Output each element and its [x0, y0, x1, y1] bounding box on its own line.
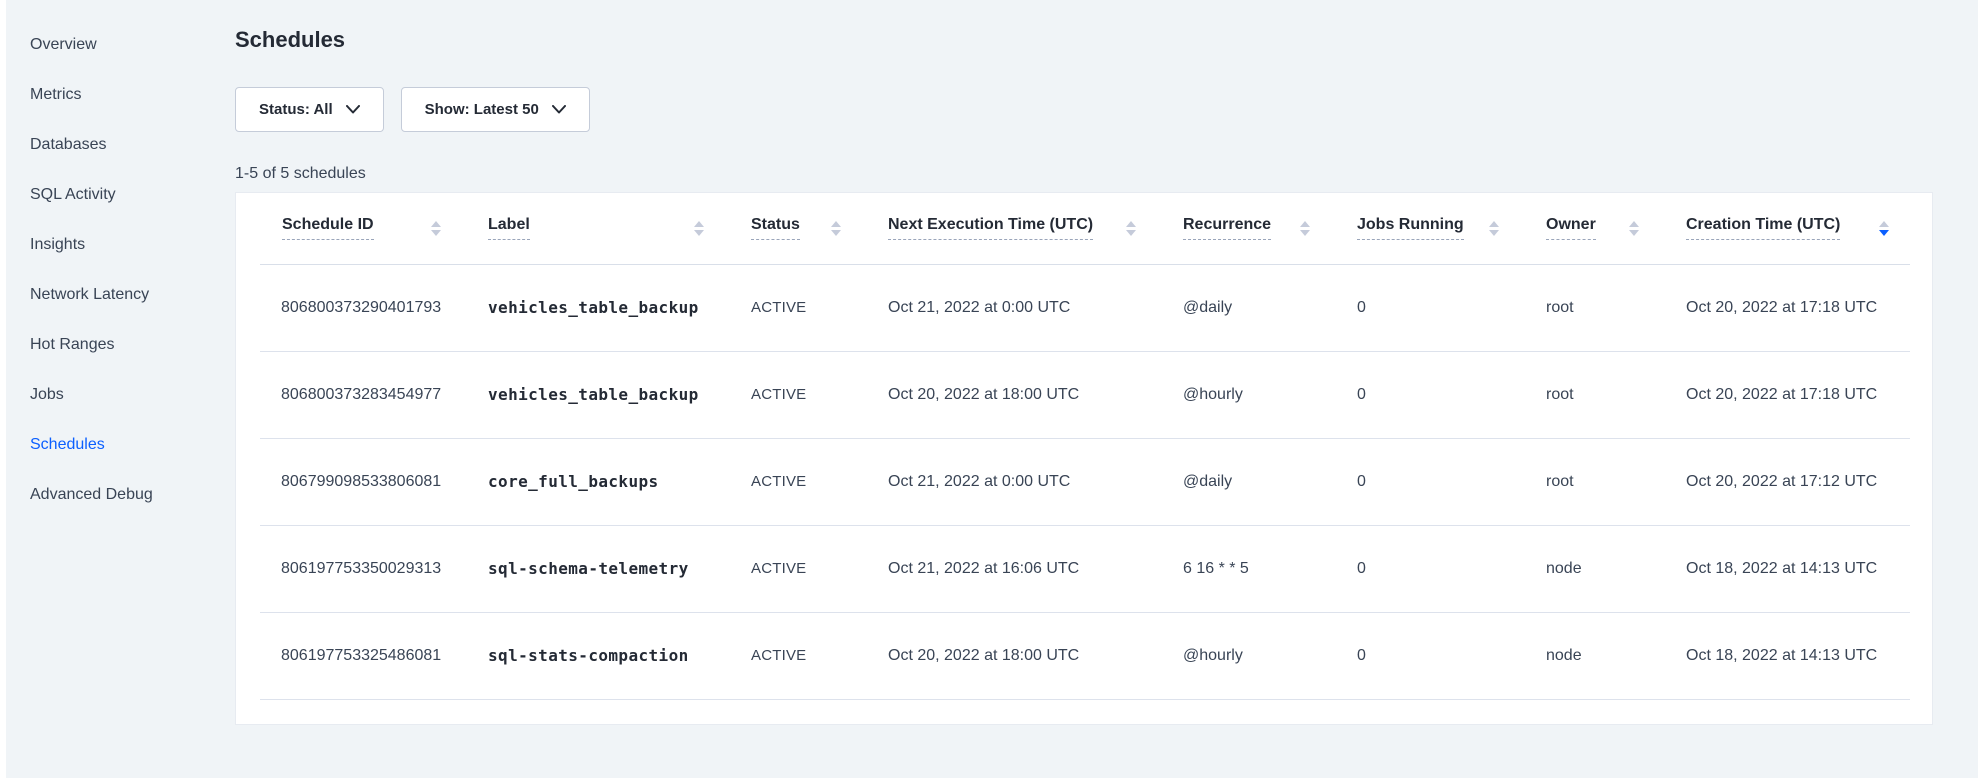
chevron-down-icon [551, 105, 566, 114]
status-filter-dropdown[interactable]: Status: All [235, 87, 384, 132]
cell-next-execution: Oct 21, 2022 at 0:00 UTC [887, 264, 1182, 352]
cell-creation-time: Oct 18, 2022 at 14:13 UTC [1685, 525, 1910, 613]
cell-label: vehicles_table_backup [487, 264, 750, 352]
sidebar-item-jobs[interactable]: Jobs [30, 386, 64, 403]
sort-icon[interactable] [694, 220, 704, 236]
sidebar-item-schedules[interactable]: Schedules [30, 436, 105, 453]
sidebar-item-overview[interactable]: Overview [30, 36, 97, 53]
cell-jobs-running: 0 [1356, 438, 1545, 526]
cell-schedule-id: 806800373283454977 [260, 351, 487, 439]
cell-schedule-id: 806800373290401793 [260, 264, 487, 352]
cell-owner: node [1545, 525, 1685, 613]
results-summary: 1-5 of 5 schedules [235, 165, 366, 182]
filter-bar: Status: All Show: Latest 50 [235, 87, 1933, 132]
table-row: 806197753350029313 sql-schema-telemetry … [260, 525, 1910, 613]
cell-recurrence: @hourly [1182, 612, 1356, 700]
cell-owner: root [1545, 264, 1685, 352]
column-header-recurrence[interactable]: Recurrence [1182, 193, 1356, 265]
cell-creation-time: Oct 20, 2022 at 17:12 UTC [1685, 438, 1910, 526]
cell-jobs-running: 0 [1356, 264, 1545, 352]
cell-recurrence: @hourly [1182, 351, 1356, 439]
show-latest-label: Show: Latest 50 [424, 101, 539, 118]
sidebar: Overview Metrics Databases SQL Activity … [6, 0, 235, 520]
sidebar-item-insights[interactable]: Insights [30, 236, 86, 253]
cell-creation-time: Oct 20, 2022 at 17:18 UTC [1685, 351, 1910, 439]
cell-status: ACTIVE [750, 351, 887, 439]
cell-status: ACTIVE [750, 264, 887, 352]
cell-next-execution: Oct 21, 2022 at 16:06 UTC [887, 525, 1182, 613]
column-header-schedule-id[interactable]: Schedule ID [260, 193, 487, 265]
sort-icon[interactable] [1629, 220, 1639, 236]
cell-jobs-running: 0 [1356, 612, 1545, 700]
table-row: 806799098533806081 core_full_backups ACT… [260, 438, 1910, 526]
column-header-status[interactable]: Status [750, 193, 887, 265]
sidebar-item-advanced-debug[interactable]: Advanced Debug [30, 486, 153, 503]
sidebar-item-databases[interactable]: Databases [30, 136, 107, 153]
page-title: Schedules [235, 27, 346, 52]
column-label: Label [488, 216, 530, 241]
cell-next-execution: Oct 20, 2022 at 18:00 UTC [887, 351, 1182, 439]
column-header-owner[interactable]: Owner [1545, 193, 1685, 265]
cell-jobs-running: 0 [1356, 351, 1545, 439]
cell-owner: root [1545, 438, 1685, 526]
column-header-label[interactable]: Label [487, 193, 750, 265]
column-header-jobs-running[interactable]: Jobs Running [1356, 193, 1545, 265]
sort-icon[interactable] [1300, 220, 1310, 236]
chevron-down-icon [345, 105, 360, 114]
status-filter-label: Status: All [259, 101, 333, 118]
column-label: Schedule ID [282, 216, 374, 241]
schedules-table: Schedule ID Label Status [260, 193, 1910, 700]
cell-recurrence: 6 16 * * 5 [1182, 525, 1356, 613]
table-row: 806197753325486081 sql-stats-compaction … [260, 612, 1910, 700]
cell-schedule-id: 806197753350029313 [260, 525, 487, 613]
cell-status: ACTIVE [750, 525, 887, 613]
sidebar-item-hot-ranges[interactable]: Hot Ranges [30, 336, 115, 353]
sort-icon-active-desc[interactable] [1879, 220, 1889, 236]
cell-recurrence: @daily [1182, 438, 1356, 526]
table-row: 806800373283454977 vehicles_table_backup… [260, 351, 1910, 439]
sort-icon[interactable] [831, 220, 841, 236]
column-label: Next Execution Time (UTC) [888, 216, 1094, 241]
main-content: Schedules Status: All Show: Latest 50 1-… [235, 0, 1933, 725]
column-header-creation-time[interactable]: Creation Time (UTC) [1685, 193, 1910, 265]
cell-recurrence: @daily [1182, 264, 1356, 352]
sort-icon[interactable] [1126, 220, 1136, 236]
cell-label: core_full_backups [487, 438, 750, 526]
cell-label: sql-schema-telemetry [487, 525, 750, 613]
sidebar-item-metrics[interactable]: Metrics [30, 86, 82, 103]
sidebar-item-network-latency[interactable]: Network Latency [30, 286, 150, 303]
sidebar-item-sql-activity[interactable]: SQL Activity [30, 186, 116, 203]
column-label: Jobs Running [1357, 216, 1464, 241]
column-label: Recurrence [1183, 216, 1272, 241]
cell-schedule-id: 806197753325486081 [260, 612, 487, 700]
cell-label: sql-stats-compaction [487, 612, 750, 700]
column-header-next-execution-time[interactable]: Next Execution Time (UTC) [887, 193, 1182, 265]
left-edge [0, 0, 6, 778]
cell-creation-time: Oct 20, 2022 at 17:18 UTC [1685, 264, 1910, 352]
table-header-row: Schedule ID Label Status [260, 193, 1910, 265]
cell-status: ACTIVE [750, 612, 887, 700]
show-latest-dropdown[interactable]: Show: Latest 50 [400, 87, 590, 132]
cell-creation-time: Oct 18, 2022 at 14:13 UTC [1685, 612, 1910, 700]
cell-jobs-running: 0 [1356, 525, 1545, 613]
sort-icon[interactable] [431, 220, 441, 236]
table-row: 806800373290401793 vehicles_table_backup… [260, 264, 1910, 352]
column-label: Owner [1546, 216, 1596, 241]
cell-next-execution: Oct 20, 2022 at 18:00 UTC [887, 612, 1182, 700]
sort-icon[interactable] [1489, 220, 1499, 236]
column-label: Creation Time (UTC) [1686, 216, 1841, 241]
schedules-table-card: Schedule ID Label Status [235, 192, 1933, 725]
column-label: Status [751, 216, 800, 241]
cell-schedule-id: 806799098533806081 [260, 438, 487, 526]
cell-status: ACTIVE [750, 438, 887, 526]
cell-label: vehicles_table_backup [487, 351, 750, 439]
cell-next-execution: Oct 21, 2022 at 0:00 UTC [887, 438, 1182, 526]
cell-owner: root [1545, 351, 1685, 439]
cell-owner: node [1545, 612, 1685, 700]
